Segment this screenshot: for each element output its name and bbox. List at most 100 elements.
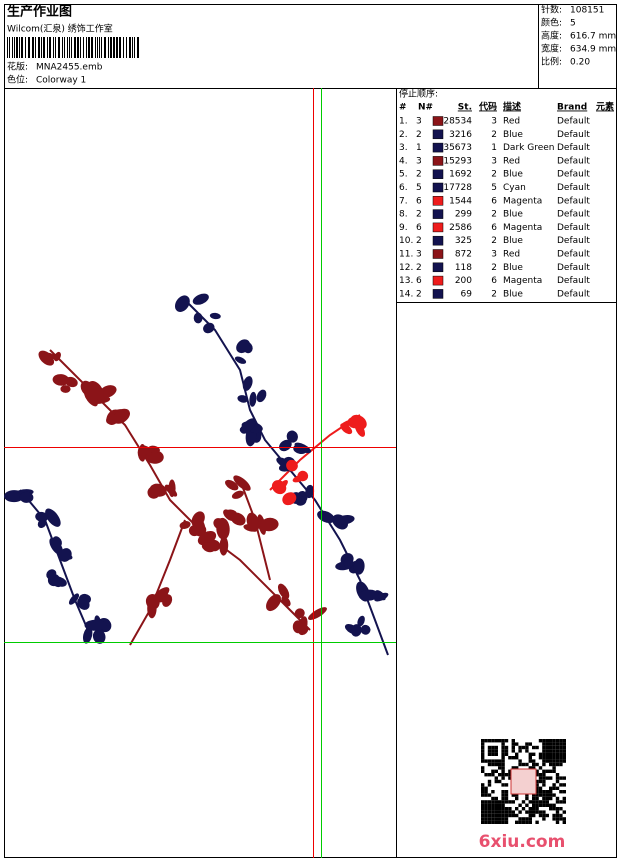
leaf [162,594,173,607]
leaf [231,490,244,499]
leaf [358,589,379,601]
qr-module [552,813,556,818]
qr-module [487,810,492,814]
cell: 200 [455,276,472,286]
qr-module [535,810,539,814]
leaf [201,542,216,553]
qr-module [504,739,509,743]
qr-module [535,769,539,773]
qr-module [555,762,560,767]
file-label: 花版: [7,61,28,73]
bar-stripe [32,37,34,58]
qr-module [532,807,536,811]
bar-stripe [28,37,30,58]
leaf [60,385,71,393]
qr-module [481,817,485,821]
qr-module [491,762,495,767]
qr-module [501,756,505,760]
qr-module [518,803,522,807]
qr-module [555,756,560,760]
cell: 3 [416,156,422,166]
qr-module [532,752,536,756]
cell: 5 [416,183,422,193]
cell: Red [503,250,520,260]
qr-module [515,820,519,824]
qr-module [491,790,495,794]
qr-logo [510,768,537,795]
qr-module [515,793,519,797]
leaf [260,517,279,532]
qr-module [487,745,492,750]
qr-module [525,745,529,750]
stat-value: 616.7 mm [570,32,616,42]
qr-module [498,766,502,770]
qr-module [491,749,495,753]
qr-module [504,813,509,818]
cell: 2 [491,289,497,299]
qr-module [521,800,526,804]
bar-stripe [14,37,15,58]
qr-module [559,800,563,804]
qr-module [538,739,543,743]
qr-module [521,817,526,821]
qr-module [521,807,526,811]
title: 生产作业图 [7,4,72,20]
qr-module [528,766,532,770]
cell: 1544 [449,196,472,206]
qr-module [545,742,549,746]
qr-module [555,773,560,777]
cell: 2 [491,170,497,180]
qr-module [518,820,522,824]
cell: Default [557,183,590,193]
qr-module [552,769,556,773]
qr-module [481,803,485,807]
cell: Blue [503,236,523,246]
qr-module [494,779,498,784]
qr-module [559,749,563,753]
qr-module [487,803,492,807]
qr-module [481,759,485,763]
qr-module [562,790,566,794]
qr-module [501,803,505,807]
leaf [49,537,64,556]
qr-module [494,817,498,821]
leaf [53,351,61,362]
qr-module [481,766,485,770]
colorway-label: 色位: [7,74,28,86]
leaf [286,430,298,443]
qr-module [494,796,498,801]
qr-module [521,745,526,750]
qr-module [511,766,515,770]
cell: Blue [503,170,523,180]
qr-module [498,820,502,824]
leaf [281,596,291,607]
qr-module [535,807,539,811]
qr-module [508,769,512,773]
bar-stripe [97,37,98,58]
qr-module [538,776,543,780]
stat-label: 针数: [541,4,562,16]
leaf [46,569,57,580]
qr-module [498,817,502,821]
qr-module [501,820,505,824]
qr-module [528,756,532,760]
bar-stripe [80,37,81,58]
cell: 299 [455,210,472,220]
qr-module [487,783,492,787]
qr-module [494,759,498,763]
qr-module [498,800,502,804]
qr-module [545,756,549,760]
qr-module [559,759,563,763]
qr-module [491,759,495,763]
leaf [92,629,106,644]
qr-module [552,745,556,750]
qr-module [545,745,549,750]
qr-module [501,769,505,773]
color-swatch [432,235,444,246]
qr-module [494,752,498,756]
column-header: N# [418,103,433,113]
cell: 6 [416,196,422,206]
qr-module [532,745,536,750]
qr-module [542,817,546,821]
qr-module [481,756,485,760]
